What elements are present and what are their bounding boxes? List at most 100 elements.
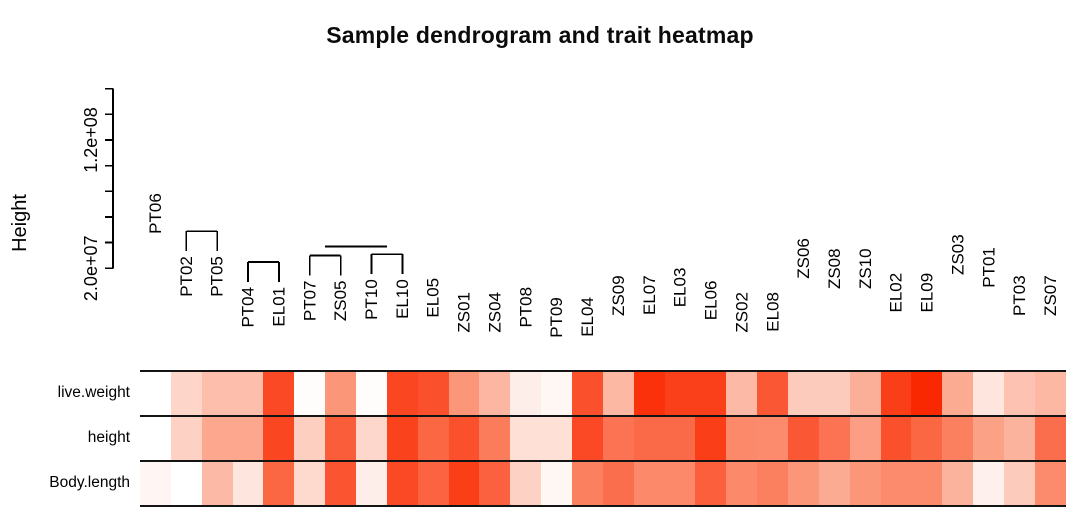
- heatmap-cell: [325, 372, 357, 415]
- heatmap-cell: [973, 372, 1005, 415]
- leaf-label: EL08: [763, 292, 782, 332]
- heatmap-cell: [602, 462, 634, 505]
- heatmap-cell: [232, 372, 264, 415]
- heatmap-cell: [448, 462, 480, 505]
- heatmap-cell: [263, 417, 295, 460]
- heatmap-cell: [788, 372, 819, 415]
- heatmap-cell: [232, 417, 264, 460]
- heatmap-cell: [479, 417, 511, 460]
- heatmap-cell: [417, 462, 449, 505]
- heatmap-cell: [294, 462, 326, 505]
- heatmap-row-label: live.weight: [57, 383, 130, 401]
- heatmap-cell: [788, 417, 819, 460]
- leaf-label: PT07: [300, 281, 319, 322]
- heatmap-cell: [448, 372, 480, 415]
- heatmap-row: [140, 415, 1066, 460]
- heatmap-cell: [386, 372, 418, 415]
- heatmap-cell: [849, 372, 881, 415]
- heatmap-cell: [170, 462, 202, 505]
- leaf-label: ZS01: [455, 292, 474, 333]
- heatmap-cell: [170, 417, 202, 460]
- heatmap-cell: [325, 417, 357, 460]
- heatmap-cell: [572, 417, 603, 460]
- leaf-label: EL03: [671, 268, 690, 308]
- heatmap-cell: [1034, 372, 1066, 415]
- heatmap-cell: [572, 462, 603, 505]
- heatmap-cell: [541, 462, 573, 505]
- leaf-label: PT03: [1010, 275, 1029, 316]
- heatmap-cell: [880, 372, 912, 415]
- heatmap-cell: [294, 417, 326, 460]
- heatmap-cell: [386, 462, 418, 505]
- heatmap-cell: [448, 417, 480, 460]
- leaf-label: EL07: [640, 275, 659, 315]
- leaf-label: ZS06: [794, 238, 813, 279]
- heatmap-cell: [664, 372, 696, 415]
- leaf-label: PT02: [177, 256, 196, 297]
- leaf-label: ZS04: [486, 292, 505, 333]
- leaf-label: ZS09: [609, 275, 628, 316]
- heatmap-cell: [510, 462, 542, 505]
- heatmap-cell: [294, 372, 326, 415]
- heatmap-cell: [201, 372, 233, 415]
- heatmap-cell: [356, 462, 387, 505]
- leaf-label: PT01: [979, 247, 998, 288]
- leaf-label: PT09: [547, 297, 566, 338]
- heatmap-cell: [1004, 462, 1035, 505]
- leaf-label: EL09: [918, 273, 937, 313]
- leaf-label: ZS05: [331, 281, 350, 322]
- heatmap-cell: [356, 417, 387, 460]
- heatmap-cell: [818, 417, 850, 460]
- heatmap-cell: [942, 417, 974, 460]
- heatmap-cell: [140, 462, 171, 505]
- heatmap-cell: [479, 462, 511, 505]
- heatmap-cell: [849, 462, 881, 505]
- heatmap-cell: [726, 462, 758, 505]
- dendrogram-branches: [185, 230, 404, 282]
- leaf-label: EL10: [393, 279, 412, 319]
- heatmap-cell: [911, 372, 943, 415]
- heatmap-cell: [664, 417, 696, 460]
- heatmap-cell: [788, 462, 819, 505]
- heatmap-cell: [973, 462, 1005, 505]
- leaf-label: EL05: [424, 278, 443, 318]
- heatmap-cell: [757, 372, 789, 415]
- dendrogram-branch-lines: [185, 230, 404, 282]
- heatmap-cell: [726, 372, 758, 415]
- heatmap-cell: [1004, 372, 1035, 415]
- heatmap-cell: [1034, 462, 1066, 505]
- heatmap-cell: [386, 417, 418, 460]
- leaf-label: EL04: [578, 297, 597, 337]
- heatmap-cell: [541, 417, 573, 460]
- heatmap-cell: [140, 372, 171, 415]
- heatmap-cell: [633, 462, 665, 505]
- chart-title: Sample dendrogram and trait heatmap: [326, 22, 754, 48]
- heatmap-cell: [510, 417, 542, 460]
- y-axis-title: Height: [9, 194, 31, 252]
- heatmap-row-label: Body.length: [49, 473, 130, 491]
- y-axis-tick-label: 1.2e+08: [81, 107, 101, 173]
- heatmap-cell: [633, 417, 665, 460]
- heatmap-cell: [170, 372, 202, 415]
- heatmap-cell: [757, 462, 789, 505]
- heatmap-cell: [664, 462, 696, 505]
- heatmap-cell: [695, 417, 727, 460]
- heatmap-cell: [633, 372, 665, 415]
- heatmap-cell: [726, 417, 758, 460]
- leaf-labels: PT02 PT05 PT04 EL01 PT07 ZS05 PT10 EL10 ZS01 ZS04…: [146, 193, 1060, 338]
- y-axis: 2.0e+07 1.2e+08: [81, 87, 114, 301]
- leaf-label: ZS08: [825, 248, 844, 289]
- heatmap-cell: [263, 372, 295, 415]
- heatmap-cell: [232, 462, 264, 505]
- heatmap-cell: [818, 462, 850, 505]
- leaf-label: PT04: [239, 287, 258, 328]
- heatmap-cell: [973, 417, 1005, 460]
- heatmap-cell: [356, 372, 387, 415]
- heatmap-cell: [140, 417, 171, 460]
- heatmap-cell: [911, 462, 943, 505]
- heatmap-cell: [510, 372, 542, 415]
- heatmap-cell: [572, 372, 603, 415]
- heatmap-cell: [602, 372, 634, 415]
